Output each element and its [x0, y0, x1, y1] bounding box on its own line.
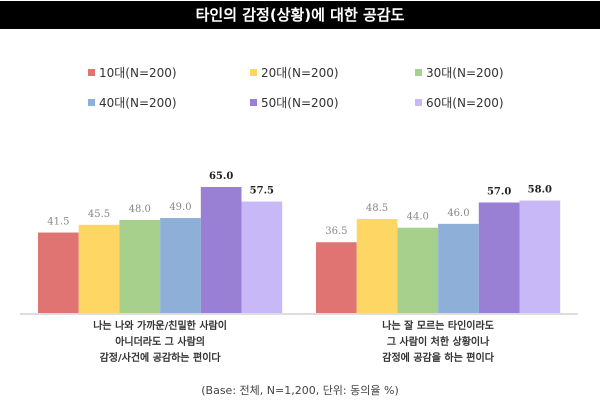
bar: [160, 218, 201, 313]
legend-swatch: [250, 69, 257, 76]
legend-item: 30대(N=200): [415, 64, 504, 81]
bar: [38, 232, 79, 313]
chart-title: 타인의 감정(상황)에 대한 공감도: [0, 1, 600, 29]
legend-item: 50대(N=200): [250, 94, 339, 111]
legend-label: 50대(N=200): [261, 96, 339, 110]
data-label: 36.5: [325, 226, 347, 237]
data-label: 45.5: [88, 209, 110, 220]
bar: [397, 227, 439, 313]
category-label-line: 나는 나와 가까운/친밀한 사람이: [93, 321, 227, 332]
bar: [316, 242, 357, 313]
bar: [438, 223, 479, 313]
bar: [78, 224, 120, 313]
data-label: 46.0: [447, 208, 469, 219]
legend-item: 40대(N=200): [88, 94, 177, 111]
legend-swatch: [250, 99, 257, 106]
data-label: 44.0: [407, 212, 429, 223]
bar: [119, 219, 161, 313]
bar: [241, 201, 283, 313]
data-label: 58.0: [528, 185, 552, 196]
category-label-line: 나는 잘 모르는 타인이라도: [382, 321, 494, 332]
category-label-line: 감정/사건에 공감하는 편이다: [99, 353, 221, 364]
data-label: 48.5: [366, 203, 388, 214]
bar: [478, 202, 520, 313]
legend-swatch: [415, 99, 422, 106]
bar: [519, 200, 561, 313]
legend-swatch: [415, 69, 422, 76]
legend-item: 10대(N=200): [88, 64, 177, 81]
legend-swatch: [88, 99, 95, 106]
legend-item: 20대(N=200): [250, 64, 339, 81]
data-label: 65.0: [209, 171, 233, 182]
data-label: 41.5: [47, 217, 69, 228]
legend-label: 60대(N=200): [426, 96, 504, 110]
bar: [356, 218, 398, 313]
legend-label: 30대(N=200): [426, 66, 504, 80]
legend-label: 10대(N=200): [99, 66, 177, 80]
category-label-line: 감정에 공감을 하는 편이다: [382, 353, 494, 364]
data-label: 49.0: [169, 202, 191, 213]
category-label-line: 아니더라도 그 사람의: [115, 337, 205, 348]
legend-item: 60대(N=200): [415, 94, 504, 111]
legend-label: 40대(N=200): [99, 96, 177, 110]
legend-label: 20대(N=200): [261, 66, 339, 80]
data-label: 57.0: [487, 187, 511, 198]
legend-swatch: [88, 69, 95, 76]
category-label-line: 그 사람이 처한 상황이나: [386, 337, 490, 348]
data-label: 57.5: [250, 186, 274, 197]
footnote: (Base: 전체, N=1,200, 단위: 동의율 %): [201, 384, 399, 397]
data-label: 48.0: [129, 204, 151, 215]
bar: [200, 187, 242, 313]
